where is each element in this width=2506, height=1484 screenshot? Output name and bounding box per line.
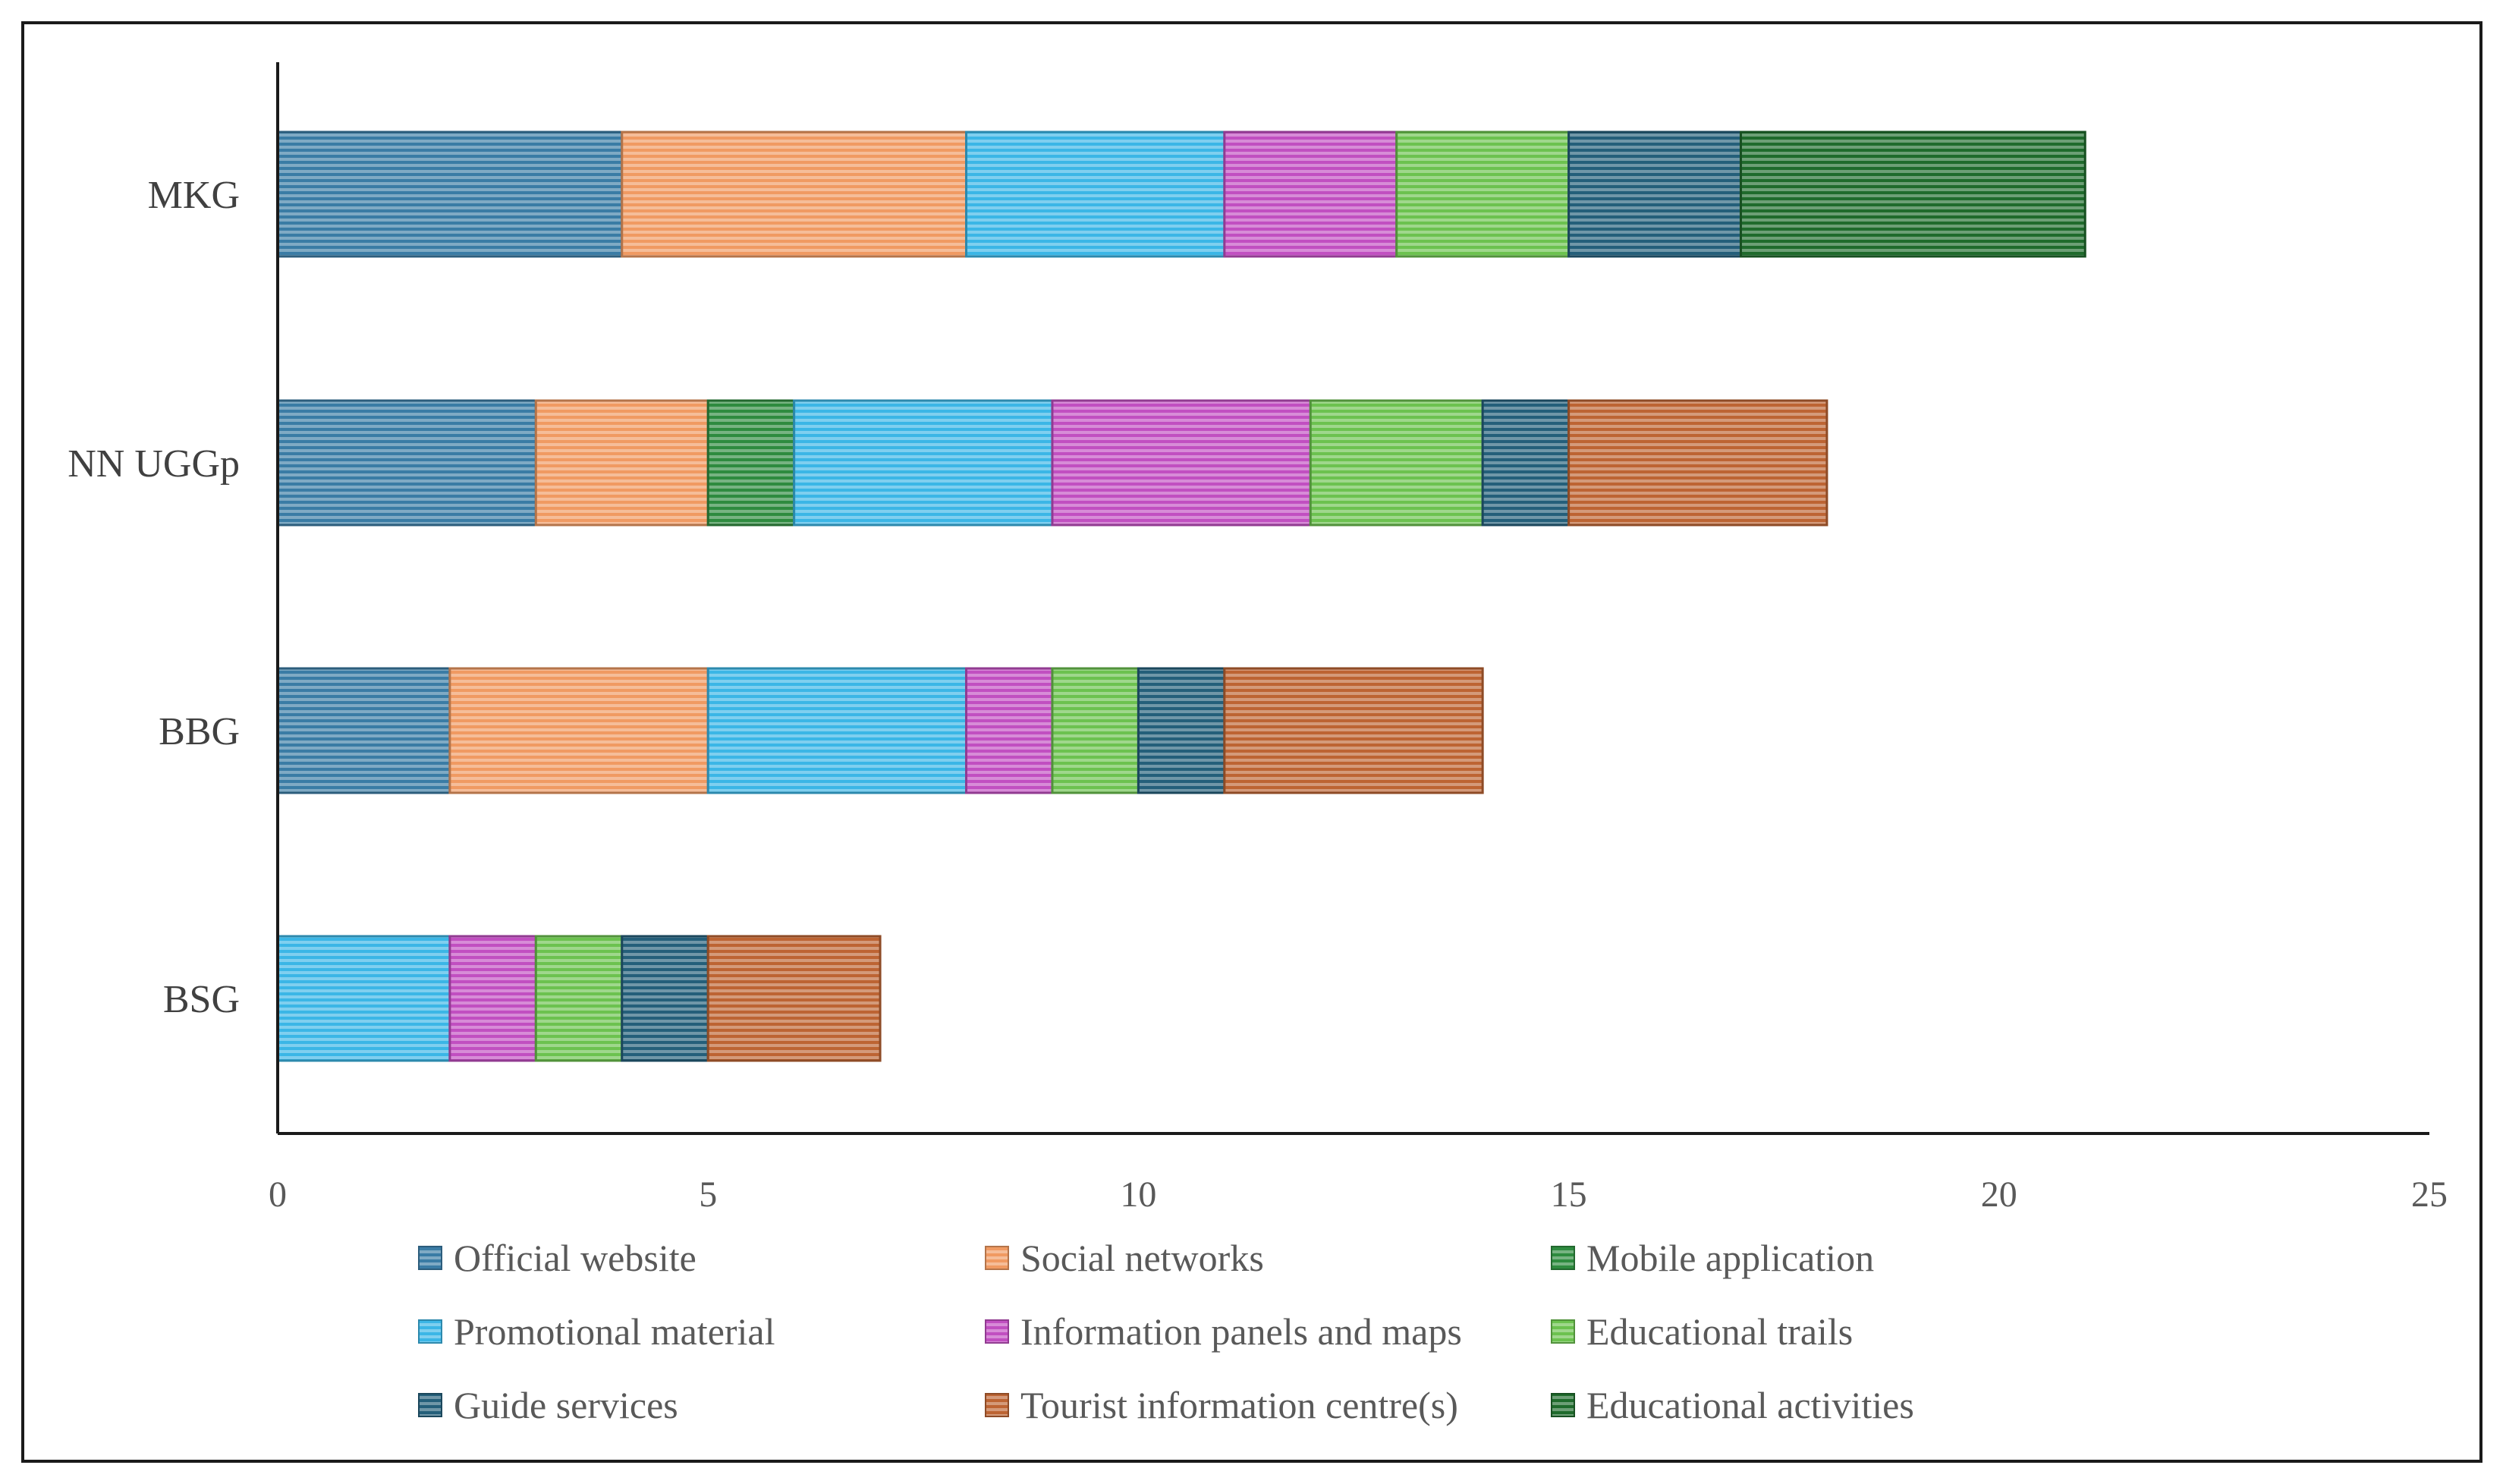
x-tick-label-0: 0	[269, 1174, 287, 1215]
legend-label-official-website: Official website	[454, 1237, 696, 1279]
bar-mkg-information-panels-and-maps	[1223, 130, 1398, 258]
x-tick-label-5: 5	[699, 1174, 717, 1215]
bar-nn-uggp-educational-trails	[1309, 399, 1484, 527]
legend-item-educational-trails: Educational trails	[1551, 1310, 1853, 1353]
x-tick-label-10: 10	[1120, 1174, 1156, 1215]
x-tick-label-15: 15	[1551, 1174, 1587, 1215]
legend-label-educational-trails: Educational trails	[1586, 1310, 1853, 1353]
legend-label-promotional-material: Promotional material	[454, 1310, 775, 1353]
legend-swatch-mobile-application	[1551, 1246, 1575, 1270]
legend-item-guide-services: Guide services	[418, 1384, 678, 1426]
legend-label-mobile-application: Mobile application	[1586, 1237, 1874, 1279]
legend-swatch-information-panels-and-maps	[985, 1319, 1009, 1344]
legend-label-educational-activities: Educational activities	[1586, 1384, 1914, 1426]
x-tick-label-25: 25	[2411, 1174, 2448, 1215]
legend-swatch-guide-services	[418, 1393, 442, 1417]
legend-item-social-networks: Social networks	[985, 1237, 1264, 1279]
legend-label-social-networks: Social networks	[1020, 1237, 1264, 1279]
bar-nn-uggp-tourist-information-centre-s	[1567, 399, 1828, 527]
bar-bbg-promotional-material	[706, 667, 968, 794]
bar-nn-uggp-social-networks	[534, 399, 709, 527]
bar-bsg-guide-services	[621, 935, 709, 1062]
legend-swatch-tourist-information-centre-s	[985, 1393, 1009, 1417]
bar-bbg-social-networks	[448, 667, 709, 794]
bar-mkg-social-networks	[621, 130, 968, 258]
y-tick-label-nn-uggp: NN UGGp	[68, 442, 240, 486]
legend-swatch-educational-activities	[1551, 1393, 1575, 1417]
legend-label-tourist-information-centre-s: Tourist information centre(s)	[1020, 1384, 1458, 1426]
bars-group	[276, 130, 2086, 1062]
bar-bsg-tourist-information-centre-s	[706, 935, 882, 1062]
legend: Official website Social networks Mobile ap…	[418, 1237, 1914, 1426]
bar-mkg-educational-trails	[1395, 130, 1571, 258]
x-tick-label-20: 20	[1981, 1174, 2017, 1215]
bar-bbg-guide-services	[1137, 667, 1226, 794]
legend-item-promotional-material: Promotional material	[418, 1310, 775, 1353]
bar-nn-uggp-promotional-material	[793, 399, 1054, 527]
legend-item-mobile-application: Mobile application	[1551, 1237, 1874, 1279]
legend-item-educational-activities: Educational activities	[1551, 1384, 1914, 1426]
legend-swatch-educational-trails	[1551, 1319, 1575, 1344]
bar-bsg-promotional-material	[276, 935, 451, 1062]
bar-mkg-official-website	[276, 130, 624, 258]
legend-label-information-panels-and-maps: Information panels and maps	[1020, 1310, 1462, 1353]
legend-swatch-social-networks	[985, 1246, 1009, 1270]
y-tick-label-bbg: BBG	[159, 710, 240, 753]
bar-bsg-educational-trails	[534, 935, 624, 1062]
bar-mkg-promotional-material	[965, 130, 1226, 258]
bar-bsg-information-panels-and-maps	[448, 935, 537, 1062]
bar-bbg-educational-trails	[1051, 667, 1140, 794]
chart-frame: MKG NN UGGp BBG BSG 0 5 10 15 20 25 Official webs…	[21, 21, 2482, 1463]
bar-bbg-tourist-information-centre-s	[1223, 667, 1484, 794]
bar-nn-uggp-information-panels-and-maps	[1051, 399, 1312, 527]
legend-item-official-website: Official website	[418, 1237, 696, 1279]
stacked-bar-chart: MKG NN UGGp BBG BSG 0 5 10 15 20 25 Official webs…	[68, 62, 2448, 1426]
bar-nn-uggp-official-website	[276, 399, 537, 527]
axes-group: MKG NN UGGp BBG BSG 0 5 10 15 20 25	[68, 62, 2448, 1215]
bar-mkg-educational-activities	[1739, 130, 2086, 258]
bar-nn-uggp-guide-services	[1481, 399, 1571, 527]
bar-mkg-guide-services	[1567, 130, 1742, 258]
legend-label-guide-services: Guide services	[454, 1384, 678, 1426]
legend-swatch-official-website	[418, 1246, 442, 1270]
bar-nn-uggp-mobile-application	[706, 399, 796, 527]
bar-bbg-official-website	[276, 667, 451, 794]
bar-bbg-information-panels-and-maps	[965, 667, 1054, 794]
legend-item-information-panels-and-maps: Information panels and maps	[985, 1310, 1462, 1353]
y-tick-label-bsg: BSG	[163, 978, 240, 1021]
legend-swatch-promotional-material	[418, 1319, 442, 1344]
y-tick-label-mkg: MKG	[148, 174, 240, 217]
legend-item-tourist-information-centre-s: Tourist information centre(s)	[985, 1384, 1458, 1426]
